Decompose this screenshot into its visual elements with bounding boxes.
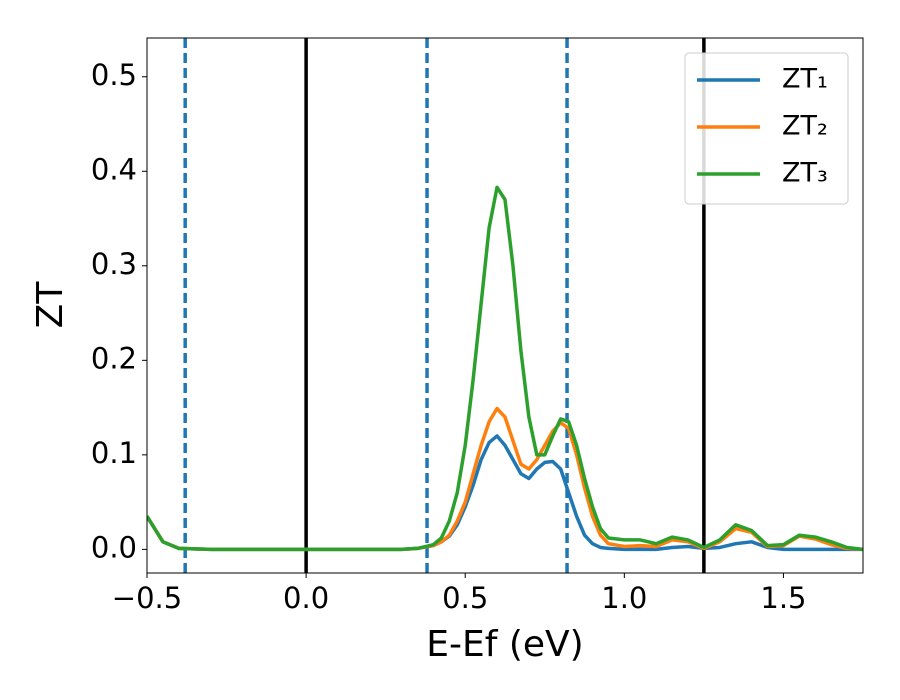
y-tick-label: 0.2 xyxy=(91,341,137,375)
y-tick-label: 0.4 xyxy=(91,152,137,186)
plot-frame xyxy=(146,37,864,574)
x-tick-label: 0.0 xyxy=(283,581,329,615)
y-axis-label: ZT xyxy=(30,281,71,329)
x-tick-label: −0.5 xyxy=(112,581,182,615)
x-tick-label: 1.5 xyxy=(760,581,806,615)
y-tick-label: 0.0 xyxy=(91,530,137,564)
y-tick-label: 0.1 xyxy=(91,436,137,470)
series-line xyxy=(147,406,863,552)
legend-label: ZT₂ xyxy=(782,111,828,142)
series-line xyxy=(147,185,863,552)
legend-box xyxy=(684,52,849,205)
x-axis-label: E-Ef (eV) xyxy=(426,624,583,665)
y-tick-label: 0.5 xyxy=(91,58,137,92)
legend-label: ZT₁ xyxy=(782,64,828,95)
legend-label: ZT₃ xyxy=(782,158,828,189)
y-tick-label: 0.3 xyxy=(91,247,137,281)
x-tick-label: 1.0 xyxy=(601,581,647,615)
x-tick-label: 0.5 xyxy=(442,581,488,615)
